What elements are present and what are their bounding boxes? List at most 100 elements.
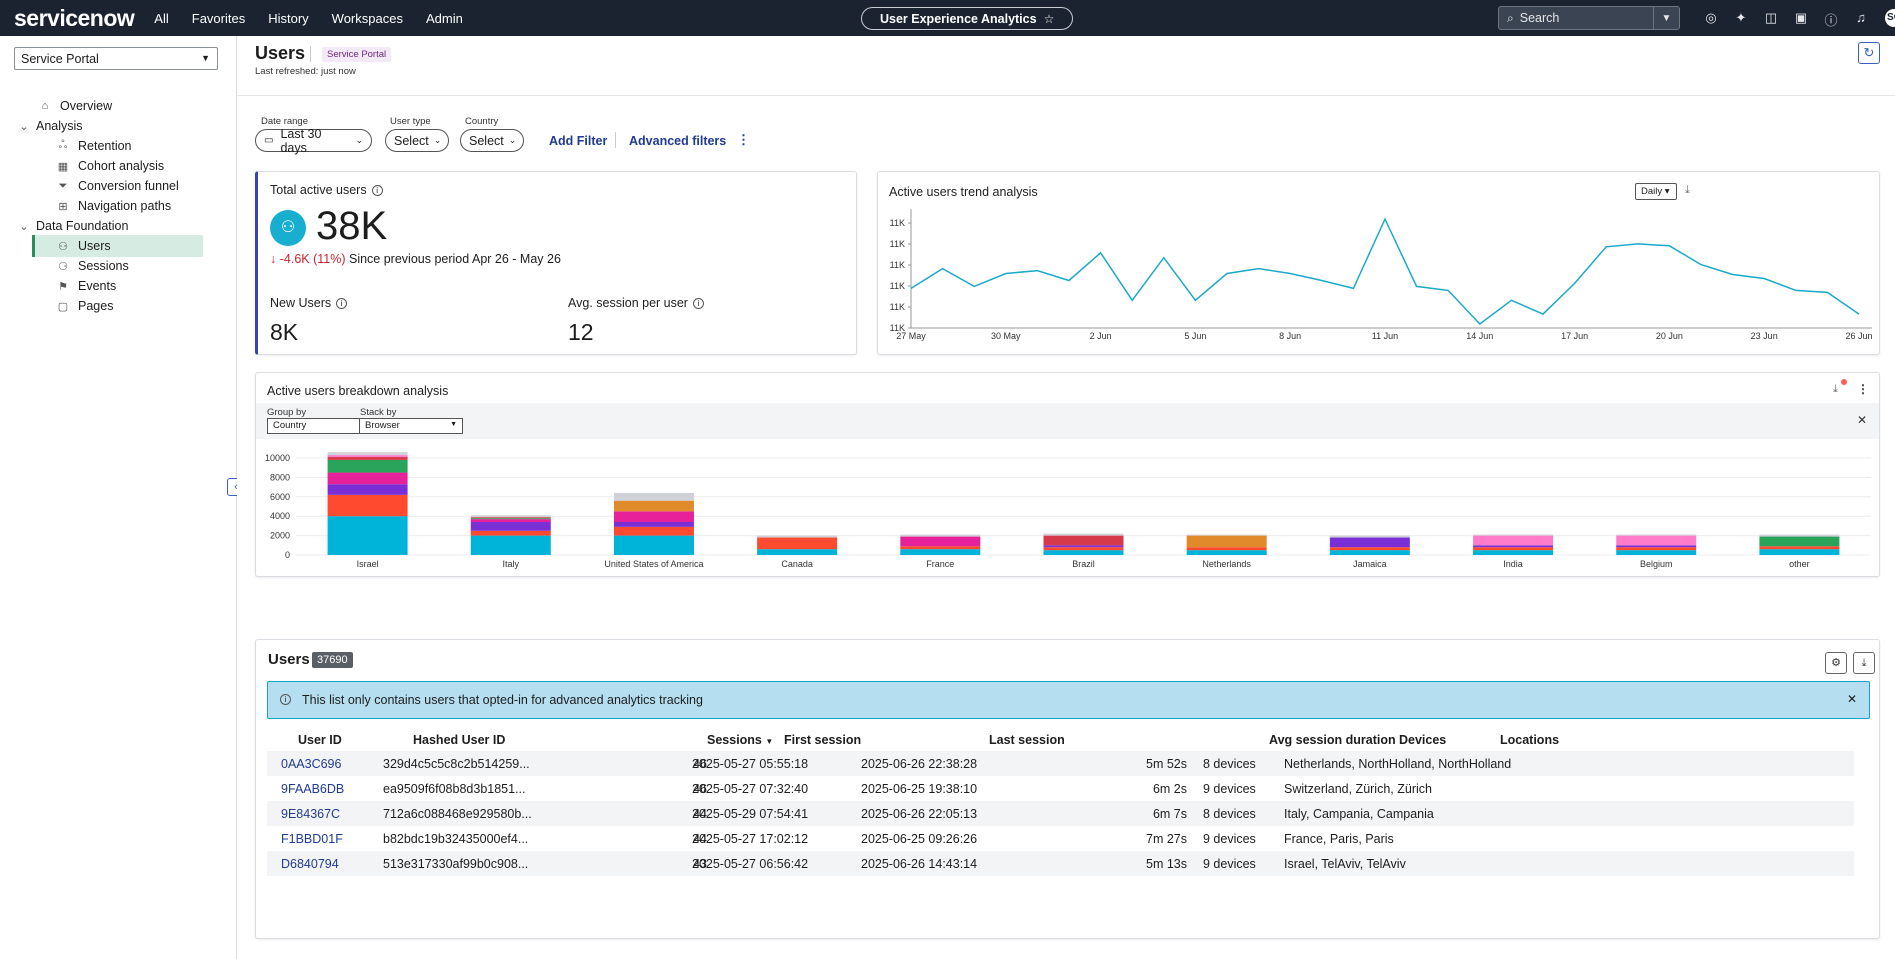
sort-desc-icon: ▼	[765, 737, 774, 746]
sparkle-icon[interactable]: ✦	[1735, 10, 1747, 25]
group-by-select[interactable]: Country▼	[267, 418, 371, 434]
bar-segment	[1043, 547, 1124, 551]
sidebar-item-conversion-funnel[interactable]: ⏷ Conversion funnel	[54, 175, 179, 197]
sidebar-item-pages[interactable]: ▢ Pages	[54, 295, 114, 317]
info-icon[interactable]: i	[371, 185, 383, 197]
column-header-sessions[interactable]: Sessions ▼	[707, 733, 773, 747]
table-row[interactable]: 9FAAB6DB ea9509f6f08b8d3b1851... 46 2025-05…	[267, 776, 1854, 801]
bar-segment	[613, 500, 694, 512]
new-users-value: 8K	[270, 319, 299, 345]
users-table-title: Users	[268, 651, 310, 668]
info-icon[interactable]: i	[692, 298, 704, 310]
bar-segment	[1473, 545, 1554, 548]
refresh-button[interactable]: ↻	[1858, 42, 1880, 64]
sidebar-group-analysis[interactable]: ⌄ Analysis	[18, 115, 82, 137]
sidebar-item-overview[interactable]: ⌂ Overview	[36, 95, 112, 117]
menu-favorites[interactable]: Favorites	[191, 10, 246, 26]
hashed-user-id: 712a6c088468e929580b...	[383, 807, 532, 821]
bar-segment	[327, 459, 408, 473]
sidebar-item-retention[interactable]: ஃ Retention	[54, 135, 132, 157]
close-icon[interactable]: ✕	[1846, 692, 1857, 706]
sidebar-item-events[interactable]: ⚑ Events	[54, 275, 116, 297]
menu-history[interactable]: History	[268, 10, 309, 26]
table-row[interactable]: 0AA3C696 329d4c5c5c8c2b514259... 46 2025-05…	[267, 751, 1854, 776]
menu-workspaces[interactable]: Workspaces	[331, 10, 403, 26]
column-header-last-session[interactable]: Last session	[989, 733, 1065, 747]
more-options-icon[interactable]: ⋮	[737, 132, 750, 147]
user-id-link[interactable]: 9FAAB6DB	[281, 782, 345, 796]
table-row[interactable]: F1BBD01F b82bdc19b32435000ef4... 44 2025-05…	[267, 826, 1854, 851]
sessions-count: 46	[693, 782, 707, 796]
bar-segment	[900, 549, 981, 555]
x-tick-label: 27 May	[896, 331, 926, 341]
bar-segment	[1043, 533, 1124, 536]
download-icon[interactable]: ⤓	[1833, 383, 1838, 395]
bar-segment	[1473, 550, 1554, 555]
avg-session-value: 12	[568, 319, 594, 345]
bar-segment	[1616, 550, 1697, 555]
bar-segment	[1043, 535, 1124, 546]
column-header-first-session[interactable]: First session	[784, 733, 862, 747]
column-header-avg-session-duration[interactable]: Avg session duration	[1269, 733, 1396, 747]
sidebar-item-cohort-analysis[interactable]: ▦ Cohort analysis	[54, 155, 164, 177]
search-icon: ⌕	[1507, 10, 1514, 25]
sessions-icon: ⚆	[58, 260, 68, 273]
sidebar-item-users[interactable]: ⚇ Users	[32, 235, 203, 257]
hashed-user-id: ea9509f6f08b8d3b1851...	[383, 782, 526, 796]
menu-all[interactable]: All	[154, 10, 169, 26]
user-id-link[interactable]: 0AA3C696	[281, 757, 342, 771]
info-icon[interactable]: i	[336, 298, 348, 310]
help-icon[interactable]: ⓘ	[1824, 13, 1838, 28]
avg-session-duration: 5m 13s	[1146, 857, 1187, 871]
date-range-select[interactable]: ▭ Last 30 days ⌄	[255, 127, 372, 155]
global-search[interactable]: ⌕ Search ▼	[1498, 6, 1680, 30]
add-filter-button[interactable]: Add Filter	[549, 134, 608, 148]
x-tick-label: 11 Jun	[1372, 331, 1398, 341]
bar-segment	[1329, 550, 1410, 555]
export-button[interactable]: ⤓	[1853, 652, 1875, 674]
sidebar-item-sessions[interactable]: ⚆ Sessions	[54, 255, 129, 277]
column-header-user-id[interactable]: User ID	[298, 733, 342, 747]
y-tick-label: 10000	[265, 453, 290, 463]
search-input[interactable]: Search	[1519, 11, 1560, 25]
download-icon[interactable]: ⤓	[1685, 184, 1690, 196]
menu-admin[interactable]: Admin	[425, 10, 463, 26]
column-header-devices[interactable]: Devices	[1399, 733, 1447, 747]
bar-segment	[1759, 534, 1840, 537]
impersonate-icon[interactable]: ▣	[1794, 10, 1808, 25]
context-app-pill[interactable]: User Experience Analytics ☆	[861, 7, 1074, 30]
column-header-hashed-user-id[interactable]: Hashed User ID	[413, 733, 506, 747]
search-dropdown-icon[interactable]: ▼	[1653, 7, 1679, 29]
chat-icon[interactable]: ◫	[1764, 10, 1778, 25]
servicenow-logo[interactable]: servicenow	[14, 4, 135, 31]
change-row: ↓ -4.6K (11%) Since previous period Apr …	[270, 252, 561, 266]
settings-button[interactable]: ⚙	[1825, 652, 1847, 674]
bar-segment	[757, 549, 838, 555]
close-icon[interactable]: ✕	[1857, 413, 1868, 427]
advanced-filters-button[interactable]: Advanced filters	[629, 134, 727, 148]
user-id-link[interactable]: 9E84367C	[281, 807, 341, 821]
table-row[interactable]: 9E84367C 712a6c088468e929580b... 44 2025-05…	[267, 801, 1854, 826]
sidebar-group-data-foundation[interactable]: ⌄ Data Foundation	[18, 215, 128, 237]
user-type-select[interactable]: Select ⌄	[385, 129, 449, 152]
more-options-icon[interactable]: ⋮	[1857, 382, 1869, 396]
bar-segment	[613, 526, 694, 536]
avatar[interactable]: SC	[1885, 9, 1895, 27]
sidebar-item-navigation-paths[interactable]: ⊞ Navigation paths	[54, 195, 171, 217]
bell-icon[interactable]: ♫	[1856, 10, 1866, 25]
portal-select[interactable]: Service Portal ▼	[14, 47, 218, 70]
stack-by-select[interactable]: Browser ▼	[359, 418, 463, 434]
bar-segment	[1186, 550, 1267, 555]
table-row[interactable]: D6840794 513e317330af99b0c908... 43 2025-05…	[267, 851, 1854, 876]
granularity-select[interactable]: Daily ▾	[1635, 183, 1677, 200]
chevron-down-icon: ⌄	[508, 135, 517, 145]
refresh-icon: ↻	[1863, 45, 1875, 60]
user-id-link[interactable]: D6840794	[281, 857, 339, 871]
sidebar-item-label: Conversion funnel	[78, 179, 179, 193]
bar-segment	[470, 519, 551, 523]
country-select[interactable]: Select ⌄	[460, 129, 524, 152]
star-icon[interactable]: ☆	[1043, 11, 1055, 26]
globe-icon[interactable]: ◎	[1705, 10, 1717, 25]
column-header-locations[interactable]: Locations	[1500, 733, 1560, 747]
user-id-link[interactable]: F1BBD01F	[281, 832, 343, 846]
